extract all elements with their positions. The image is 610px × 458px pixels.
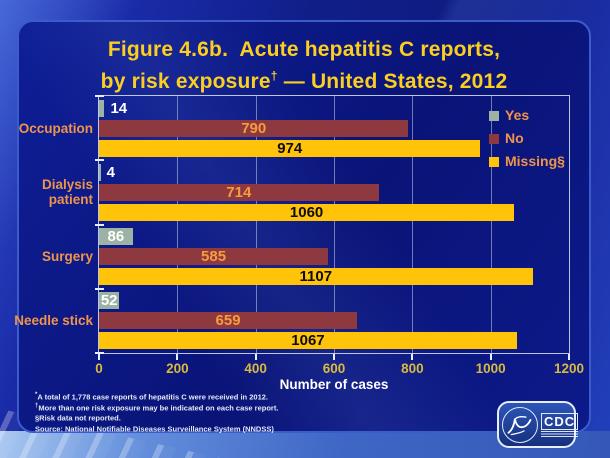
x-axis-tick-label: 800 — [401, 361, 424, 376]
bar-row: 52 — [99, 292, 569, 310]
x-axis-tick — [333, 354, 335, 360]
cdc-hatch-lines — [541, 430, 579, 437]
cdc-wordmark: CDC — [541, 412, 579, 437]
x-axis-tick — [98, 354, 100, 360]
bar-value-label: 974 — [277, 139, 303, 157]
bar-row: 4 — [99, 163, 569, 181]
bar-no: 790 — [99, 119, 409, 137]
category-group: 14 790 974 — [99, 96, 569, 160]
legend: Yes No Missing§ — [489, 107, 565, 169]
category-group: 52 659 1067 — [99, 289, 569, 353]
bar-row: 714 — [99, 183, 569, 201]
x-axis-tick — [411, 354, 414, 360]
dagger-superscript: † — [270, 69, 278, 83]
bar-missing: 1067 — [99, 332, 517, 350]
bar-row: 1107 — [99, 268, 569, 286]
gridline — [334, 96, 335, 353]
y-axis-tick — [95, 159, 104, 162]
gridline — [177, 96, 179, 353]
x-axis-tick-label: 0 — [95, 361, 103, 376]
x-axis-tick-label: 600 — [322, 361, 346, 376]
bar-value-label: 1067 — [291, 332, 325, 350]
gridline — [490, 96, 492, 353]
hhs-eagle-icon — [502, 406, 538, 443]
y-axis-tick — [95, 223, 104, 226]
category-label: Needle stick — [14, 313, 93, 329]
legend-item: No — [489, 130, 565, 146]
cdc-text: CDC — [541, 412, 579, 430]
y-axis-tick — [95, 95, 104, 97]
bar-value-label: 52 — [100, 292, 118, 310]
bar-row: 1060 — [99, 203, 569, 221]
bar-value-label: 1107 — [299, 268, 333, 286]
legend-item: Missing§ — [489, 153, 565, 169]
x-axis-title: Number of cases — [279, 377, 389, 392]
bar-yes: 52 — [99, 292, 120, 310]
x-axis-tick-label: 1000 — [475, 361, 506, 376]
category-label: Surgery — [41, 249, 93, 265]
gridline — [412, 96, 414, 353]
category-label: Occupation — [18, 120, 93, 136]
category-label: Dialysis patient — [41, 177, 93, 208]
bar-value-label: 86 — [107, 228, 125, 246]
bar-no: 585 — [99, 248, 329, 266]
bar-row: 659 — [99, 312, 569, 330]
bar-value-label: 1060 — [289, 203, 324, 221]
footnote-line: *A total of 1,778 case reports of hepati… — [35, 392, 268, 402]
gridline — [255, 96, 257, 353]
chart-title-line2: by risk exposure† — United States, 2012 — [100, 69, 508, 93]
x-axis-tick-label: 200 — [166, 361, 189, 376]
bar-no: 659 — [99, 312, 358, 330]
category-group: 4 714 1060 — [99, 160, 569, 224]
bar-no: 714 — [99, 183, 379, 201]
bar-yes: 86 — [99, 228, 133, 246]
bar-value-label: 4 — [106, 163, 115, 181]
footnote-line: †More than one risk exposure may be indi… — [35, 402, 279, 413]
bar-groups: 14 790 974 4 714 1060 86 585 1107 52 659 1067 — [99, 96, 569, 353]
legend-item: Yes — [489, 107, 565, 123]
legend-swatch — [489, 133, 499, 144]
legend-label: Yes — [505, 107, 530, 123]
x-axis-tick-label: 1200 — [553, 361, 585, 376]
x-axis-tick — [176, 354, 179, 360]
bar-row: 974 — [99, 139, 569, 157]
bar-yes — [99, 99, 105, 117]
x-axis-tick — [254, 354, 257, 360]
x-axis-tick — [489, 354, 492, 360]
slide-panel: Figure 4.6b. Acute hepatitis C reports, … — [14, 20, 591, 448]
category-group: 86 585 1107 — [99, 225, 569, 289]
bar-value-label: 14 — [110, 99, 128, 117]
legend-swatch — [489, 110, 499, 121]
x-axis-tick-label: 400 — [244, 361, 267, 376]
bar-missing: 974 — [99, 139, 481, 157]
footnote-line: Source: National Notifiable Diseases Sur… — [35, 424, 274, 433]
cdc-hhs-logo: CDC — [497, 401, 579, 448]
x-axis-tick — [568, 354, 570, 360]
bar-missing: 1060 — [99, 203, 515, 221]
bar-value-label: 585 — [201, 248, 227, 266]
bar-row: 14 — [99, 99, 569, 117]
bar-value-label: 790 — [241, 119, 267, 137]
bar-yes — [99, 163, 101, 181]
y-axis-tick — [95, 287, 104, 290]
bar-missing: 1107 — [99, 268, 533, 286]
y-axis-tick — [95, 352, 104, 354]
legend-label: No — [505, 130, 524, 146]
chart-title-line1: Figure 4.6b. Acute hepatitis C reports, — [107, 38, 501, 61]
chart-title: Figure 4.6b. Acute hepatitis C reports, … — [19, 36, 589, 95]
bar-value-label: 714 — [226, 183, 252, 201]
bar-row: 86 — [99, 228, 569, 246]
bar-row: 790 — [99, 119, 569, 137]
footnote-line: §Risk data not reported. — [35, 413, 121, 423]
plot-area: Yes No Missing§ Number of cases 14 790 974 4 7… — [14, 95, 584, 392]
bar-value-label: 659 — [215, 312, 241, 330]
footnotes: *A total of 1,778 case reports of hepati… — [35, 391, 278, 433]
legend-label: Missing§ — [505, 153, 565, 169]
bar-row: 1067 — [99, 332, 569, 350]
legend-swatch — [489, 156, 499, 167]
bar-row: 585 — [99, 248, 569, 266]
category-labels: Occupation Dialysis patient Surgery Needle … — [11, 96, 93, 353]
